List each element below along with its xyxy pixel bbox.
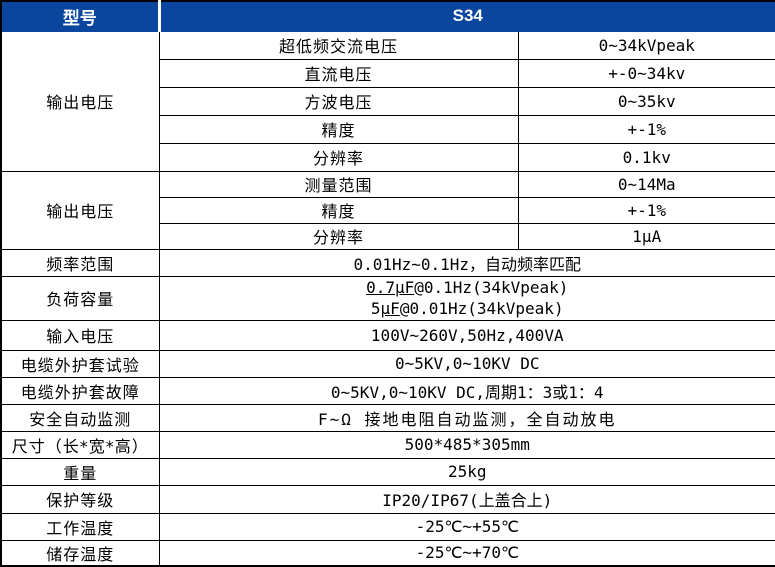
group1-label: 输出电压 — [0, 30, 160, 172]
row-value: -25℃~+55℃ — [158, 512, 775, 541]
group2-label: 输出电压 — [0, 170, 160, 250]
model-value: S34 — [158, 0, 775, 32]
model-label: 型号 — [0, 0, 161, 32]
table-row: 储存温度 -25℃~+70℃ — [0, 539, 775, 567]
row-value: 0~5KV,0~10KV DC,周期1：3或1：4 — [158, 376, 775, 405]
row-label: 重量 — [0, 457, 160, 486]
table-row: 分辨率 0.1kv — [1, 142, 775, 172]
table-row: 输出电压 超低频交流电压 0~34kVpeak — [0, 30, 775, 172]
table-row: 工作温度 -25℃~+55℃ — [0, 512, 775, 541]
row-label: 安全自动监测 — [0, 403, 160, 432]
row-name: 测量范围 — [158, 170, 519, 198]
row-label: 频率范围 — [0, 248, 160, 277]
header-row: 型号 S34 — [0, 0, 775, 32]
table-row: 安全自动监测 F~Ω 接地电阻自动监测，全自动放电 — [0, 403, 775, 432]
row-value: 0~5KV,0~10KV DC — [158, 349, 775, 378]
row-name: 精度 — [158, 114, 519, 144]
row-value: 500*485*305mm — [158, 430, 775, 459]
row-value: F~Ω 接地电阻自动监测，全自动放电 — [158, 403, 775, 432]
row-label: 电缆外护套故障 — [0, 376, 160, 405]
row-value: 0~35kv — [517, 86, 775, 116]
row-value: 0.01Hz~0.1Hz，自动频率匹配 — [158, 248, 775, 277]
row-name: 直流电压 — [158, 58, 519, 88]
load-line-1: 0.7μF@0.1Hz(34kVpeak) — [366, 278, 569, 297]
load-capacity-value: 0.7μF@0.1Hz(34kVpeak) 5μF@0.01Hz(34kVpea… — [158, 275, 775, 321]
row-name: 方波电压 — [158, 86, 519, 116]
table-row: 输出电压 测量范围 0~14Ma — [0, 170, 775, 250]
row-label: 工作温度 — [0, 512, 160, 541]
row-value: 25kg — [158, 457, 775, 486]
row-name: 分辨率 — [158, 142, 519, 172]
table-row: 电缆外护套试验 0~5KV,0~10KV DC — [0, 349, 775, 378]
row-value: 100V~260V,50Hz,400VA — [158, 319, 775, 351]
row-value: IP20/IP67(上盖合上) — [158, 484, 775, 514]
table-row: 频率范围 0.01Hz~0.1Hz，自动频率匹配 — [0, 248, 775, 277]
row-value: +-1% — [517, 114, 775, 144]
row-label: 输入电压 — [0, 319, 160, 351]
row-label: 尺寸（长*宽*高） — [0, 430, 160, 459]
row-value: -25℃~+70℃ — [158, 539, 775, 567]
load-line-2: 5μF@0.01Hz(34kVpeak) — [370, 299, 564, 318]
row-value: 1μA — [517, 222, 775, 250]
row-value: 0~34kVpeak — [517, 30, 775, 60]
row-name: 超低频交流电压 — [158, 30, 519, 60]
row-name: 分辨率 — [158, 222, 519, 250]
table-row: 保护等级 IP20/IP67(上盖合上) — [0, 484, 775, 514]
row-value: 0~14Ma — [517, 170, 775, 198]
table-row: 精度 +-1% — [1, 196, 775, 224]
row-value: +-1% — [517, 196, 775, 224]
row-value: +-0~34kv — [517, 58, 775, 88]
row-label: 电缆外护套试验 — [0, 349, 160, 378]
row-label: 保护等级 — [0, 484, 160, 514]
table-row: 尺寸（长*宽*高） 500*485*305mm — [0, 430, 775, 459]
table-row: 重量 25kg — [0, 457, 775, 486]
table-row: 输入电压 100V~260V,50Hz,400VA — [0, 319, 775, 351]
row-label: 负荷容量 — [0, 275, 160, 321]
row-name: 精度 — [158, 196, 519, 224]
table-row: 直流电压 +-0~34kv — [1, 58, 775, 88]
row-label: 储存温度 — [0, 539, 160, 567]
table-row: 负荷容量 0.7μF@0.1Hz(34kVpeak) 5μF@0.01Hz(34… — [0, 275, 775, 321]
table-row: 电缆外护套故障 0~5KV,0~10KV DC,周期1：3或1：4 — [0, 376, 775, 405]
table-row: 精度 +-1% — [1, 114, 775, 144]
row-value: 0.1kv — [517, 142, 775, 172]
